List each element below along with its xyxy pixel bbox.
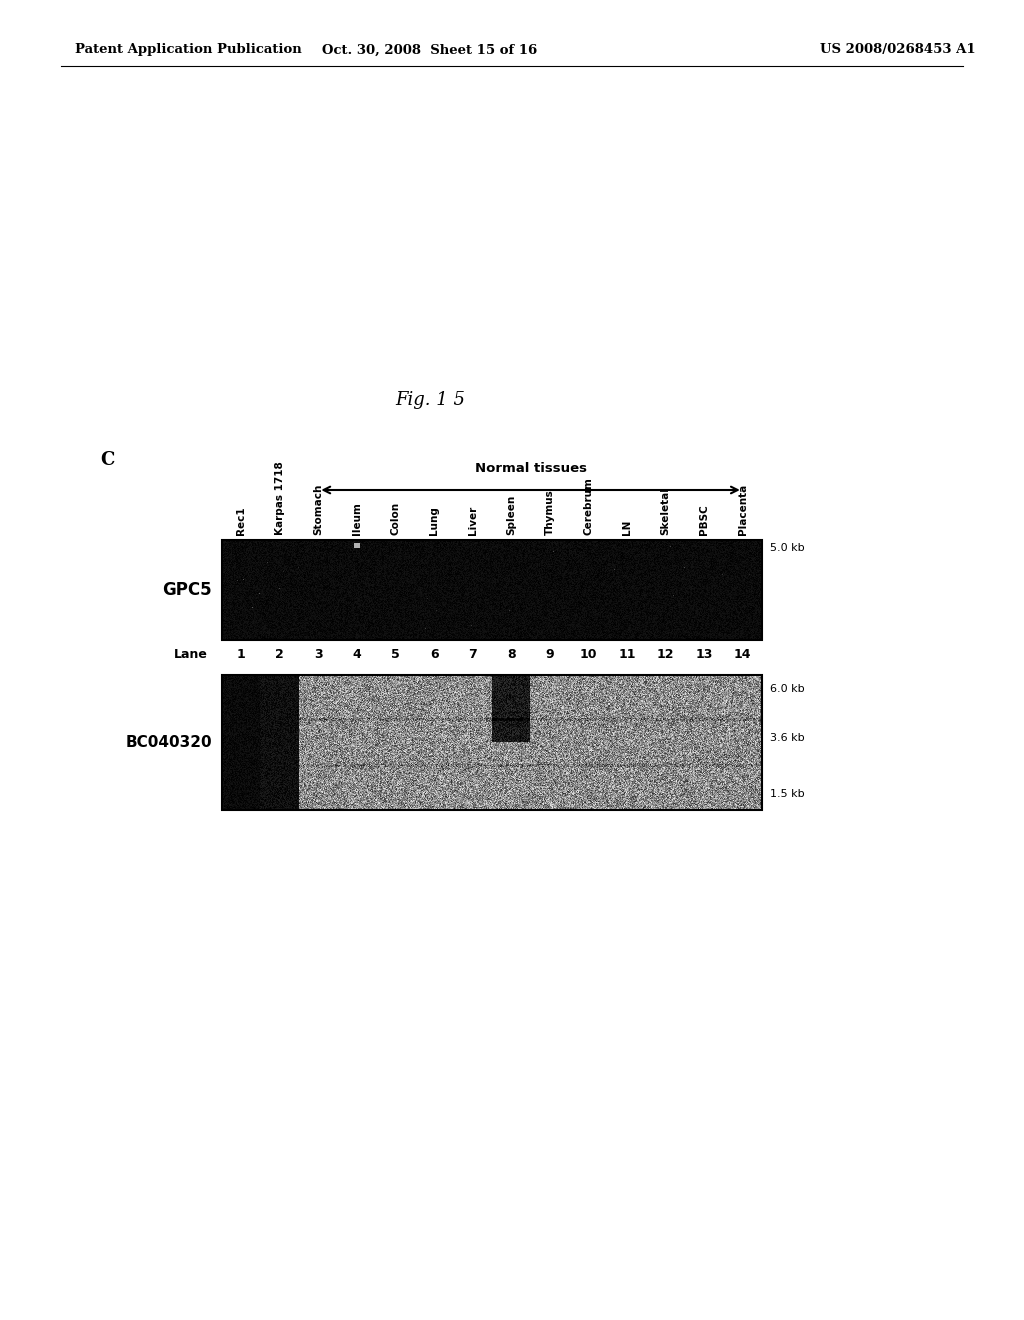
- Text: Patent Application Publication: Patent Application Publication: [75, 44, 302, 57]
- Text: 11: 11: [618, 648, 636, 661]
- Text: PBSC: PBSC: [699, 504, 710, 535]
- Text: 1.5 kb: 1.5 kb: [770, 789, 805, 799]
- Text: Fig. 1 5: Fig. 1 5: [395, 391, 465, 409]
- Text: C: C: [100, 451, 115, 469]
- Text: Stomach: Stomach: [313, 483, 324, 535]
- Text: Ileum: Ileum: [352, 502, 362, 535]
- Text: Karpas 1718: Karpas 1718: [274, 461, 285, 535]
- Text: LN: LN: [622, 520, 632, 535]
- Text: Lane: Lane: [174, 648, 208, 661]
- Text: Oct. 30, 2008  Sheet 15 of 16: Oct. 30, 2008 Sheet 15 of 16: [323, 44, 538, 57]
- Text: Lung: Lung: [429, 506, 439, 535]
- Text: 6: 6: [430, 648, 438, 661]
- Text: Spleen: Spleen: [506, 495, 516, 535]
- Text: 9: 9: [546, 648, 554, 661]
- Text: 5: 5: [391, 648, 400, 661]
- Text: 1: 1: [237, 648, 246, 661]
- Text: 14: 14: [734, 648, 752, 661]
- Bar: [222, 540, 762, 640]
- Text: BC040320: BC040320: [125, 735, 212, 750]
- Text: Colon: Colon: [390, 502, 400, 535]
- Text: 12: 12: [656, 648, 675, 661]
- Text: Liver: Liver: [468, 506, 478, 535]
- Bar: [222, 675, 762, 810]
- Text: 3.6 kb: 3.6 kb: [770, 734, 805, 743]
- Text: 2: 2: [275, 648, 285, 661]
- Text: 10: 10: [580, 648, 597, 661]
- Text: GPC5: GPC5: [163, 581, 212, 599]
- Text: 5.0 kb: 5.0 kb: [770, 543, 805, 553]
- Text: Normal tissues: Normal tissues: [474, 462, 587, 475]
- Text: Rec1: Rec1: [237, 507, 247, 535]
- Text: 8: 8: [507, 648, 516, 661]
- Text: 7: 7: [468, 648, 477, 661]
- Text: 3: 3: [314, 648, 323, 661]
- Text: Cerebrum: Cerebrum: [584, 477, 594, 535]
- Text: 4: 4: [352, 648, 361, 661]
- Text: 6.0 kb: 6.0 kb: [770, 684, 805, 693]
- Text: 13: 13: [695, 648, 713, 661]
- Text: Placenta: Placenta: [737, 483, 748, 535]
- Text: Thymus: Thymus: [545, 490, 555, 535]
- Text: US 2008/0268453 A1: US 2008/0268453 A1: [820, 44, 976, 57]
- Text: Skeletal: Skeletal: [660, 487, 671, 535]
